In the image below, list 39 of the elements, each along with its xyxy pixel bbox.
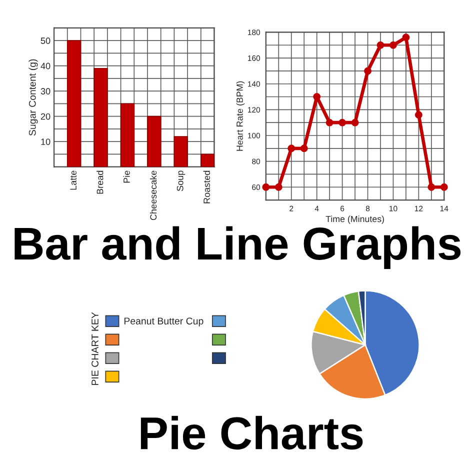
y-tick-label: 40: [40, 62, 50, 70]
y-tick-label: 50: [40, 38, 50, 44]
bar: [66, 40, 82, 167]
point: [364, 67, 372, 75]
x-tick-label: Pie: [123, 170, 130, 183]
x-tick-label: Latte: [70, 170, 76, 190]
y-axis-title: Sugar Content (g): [28, 59, 38, 136]
point: [338, 118, 346, 126]
point: [288, 144, 296, 152]
x-tick-label: Bread: [96, 170, 104, 194]
x-tick-label: Cheesecake: [150, 170, 157, 220]
x-axis-title: Time (Minutes): [326, 216, 384, 224]
point: [402, 34, 410, 42]
y-tick-label: 20: [40, 113, 50, 120]
x-tick-label: Roasted: [203, 170, 210, 204]
y-tick-label: 10: [41, 138, 50, 145]
y-axis-title: Heart Rate (BPM): [236, 81, 245, 151]
legend-label: Peanut Butter Cup: [124, 318, 204, 326]
point: [313, 93, 321, 100]
point: [300, 144, 308, 152]
point: [262, 183, 270, 191]
text: Pie Charts: [140, 416, 363, 450]
point: [274, 183, 282, 191]
point: [351, 118, 359, 126]
bar: [120, 103, 135, 167]
legend-title: PIE CHART KEY: [92, 312, 98, 385]
bar: [200, 154, 214, 167]
point: [414, 111, 422, 119]
point: [390, 41, 397, 49]
bar: [174, 136, 188, 167]
point: [376, 41, 384, 49]
x-tick-label: Soup: [176, 170, 186, 191]
bar: [94, 68, 108, 167]
y-tick-label: 30: [40, 88, 50, 94]
bar: [147, 116, 162, 167]
point: [326, 118, 334, 126]
text: Bar and Line Graphs: [14, 226, 461, 270]
point: [428, 183, 436, 191]
point: [440, 183, 448, 191]
